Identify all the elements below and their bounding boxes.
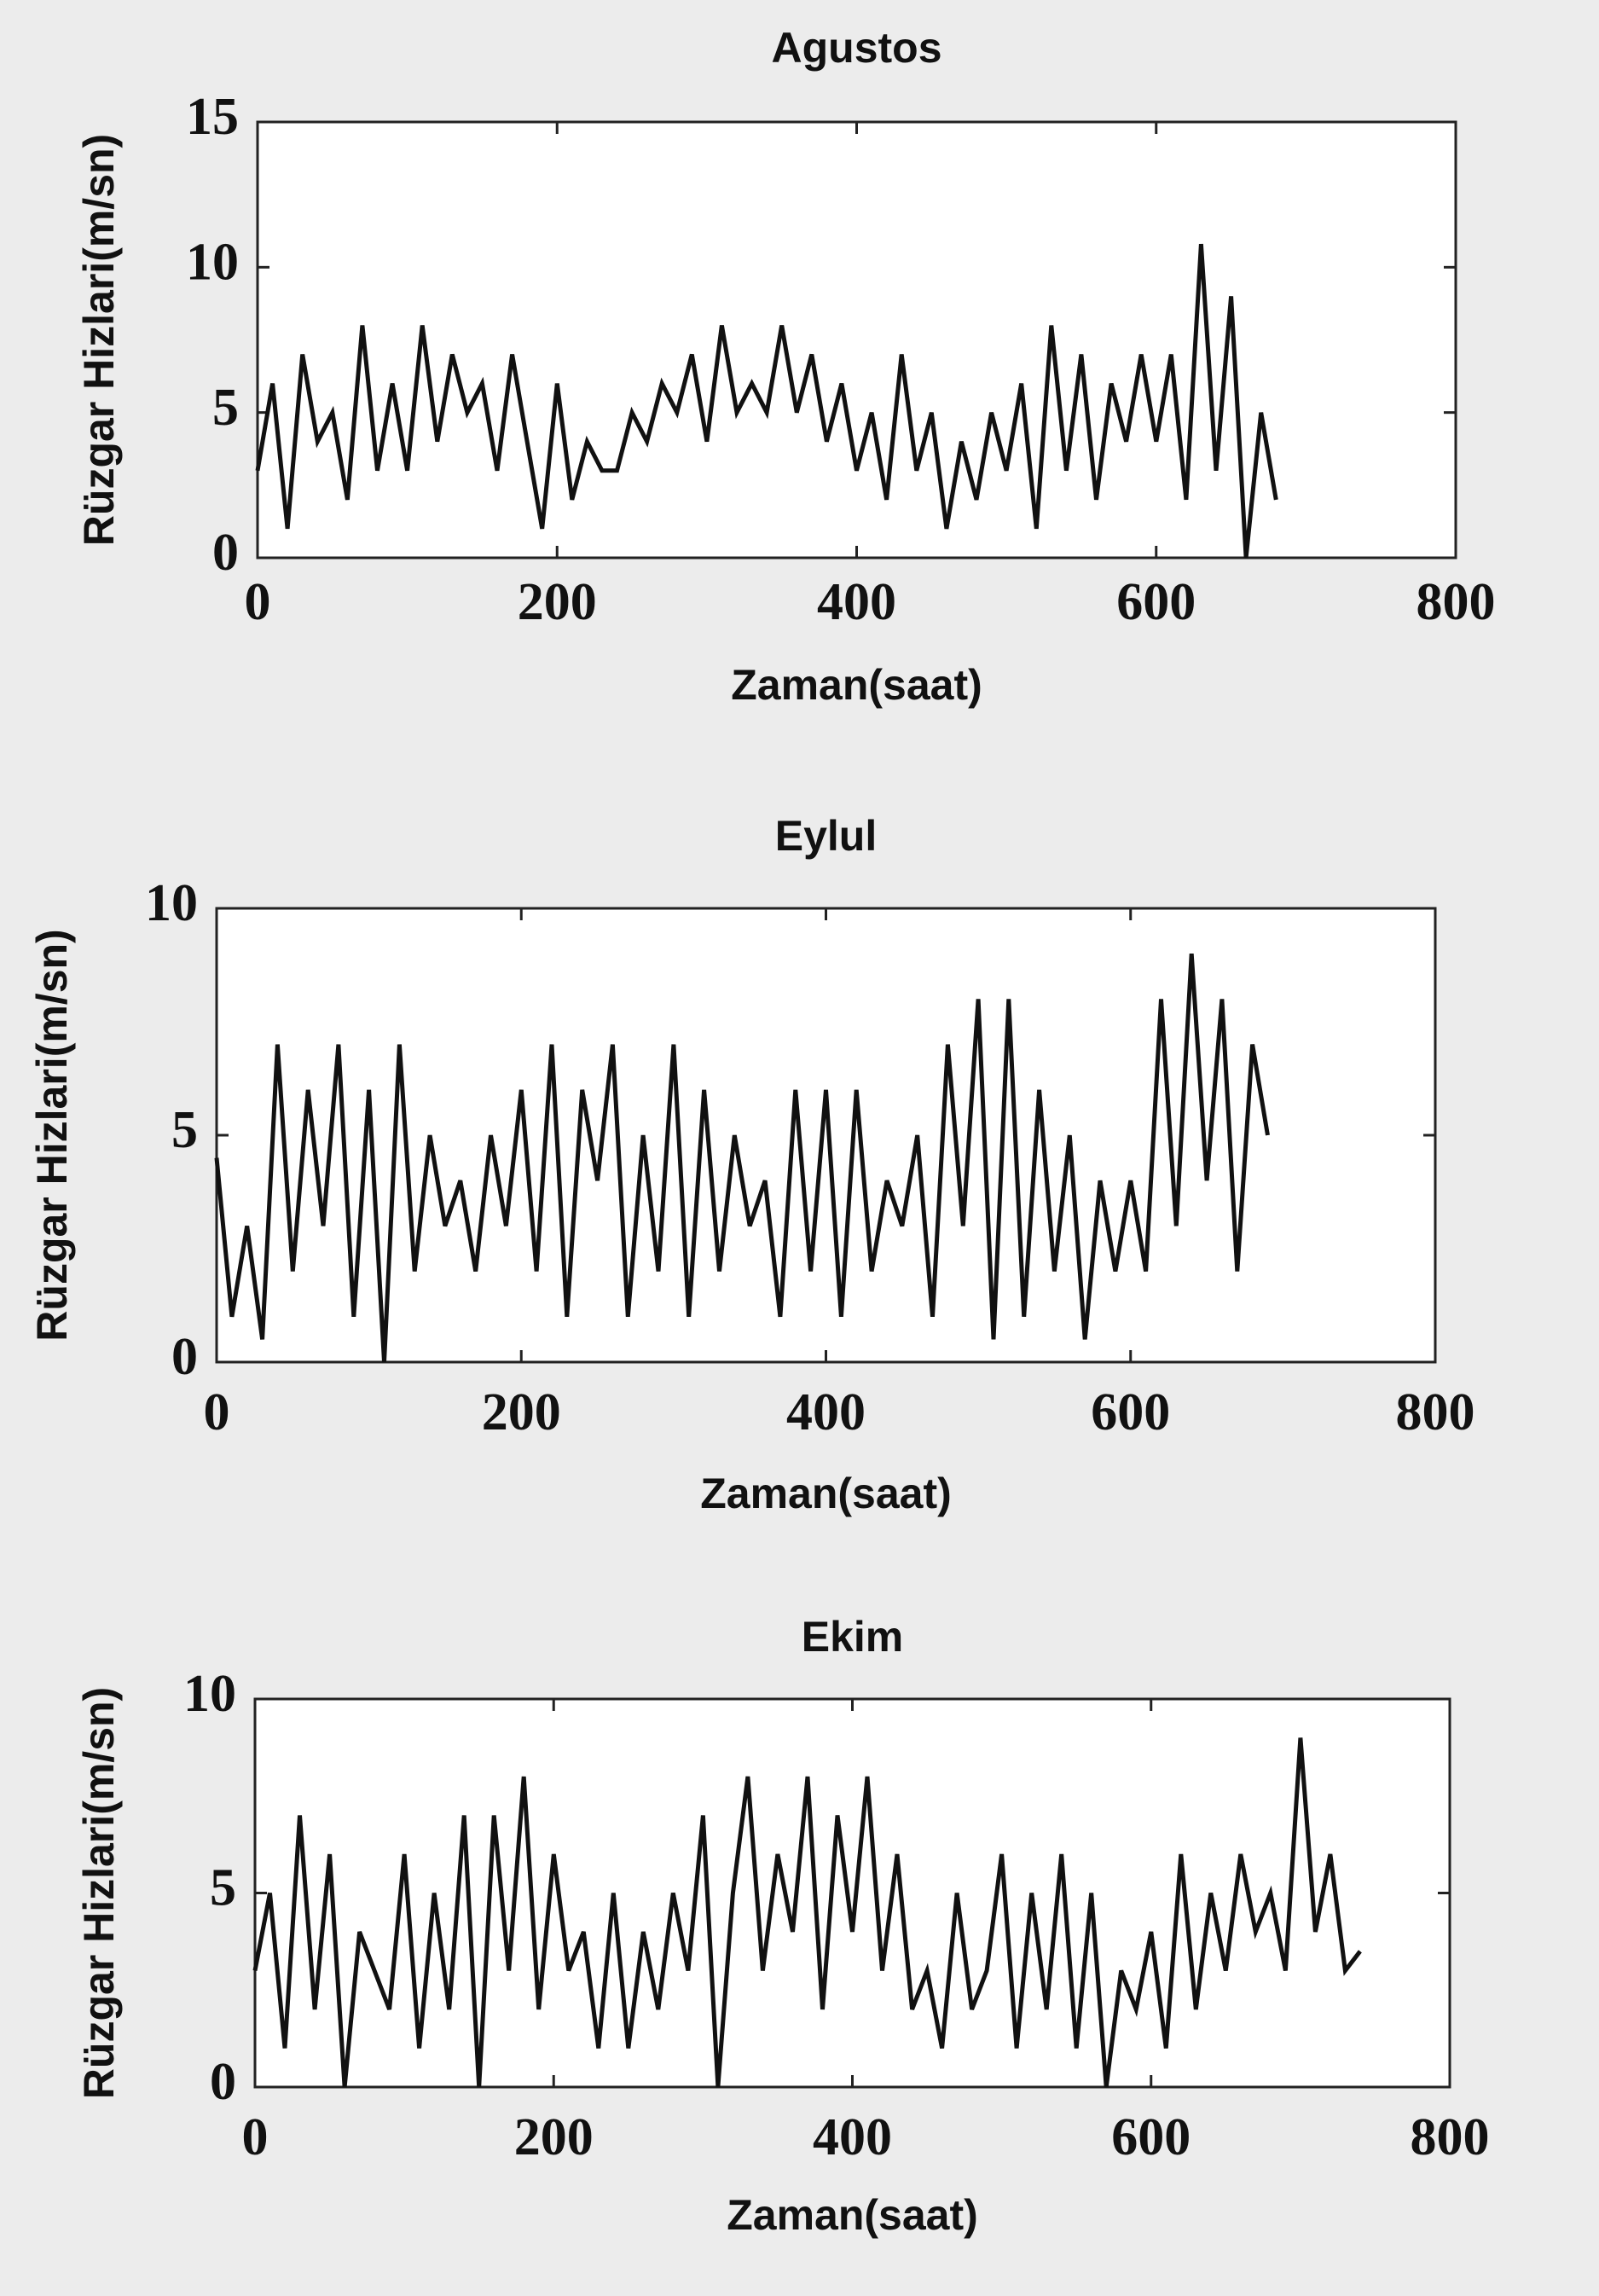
y-tick-label: 5 <box>171 1101 198 1159</box>
y-tick-label: 0 <box>212 524 239 582</box>
x-tick-label: 400 <box>786 1383 866 1441</box>
x-tick-label: 800 <box>1411 2108 1490 2166</box>
x-tick-label: 0 <box>204 1383 230 1441</box>
x-tick-label: 600 <box>1091 1383 1170 1441</box>
x-tick-label: 800 <box>1396 1383 1475 1441</box>
x-axis-label: Zaman(saat) <box>700 1470 952 1517</box>
chart-title: Agustos <box>772 24 942 72</box>
chart-title: Ekim <box>802 1613 904 1661</box>
y-tick-label: 10 <box>183 1665 236 1723</box>
y-tick-label: 5 <box>210 1859 236 1917</box>
x-axis-label: Zaman(saat) <box>727 2191 978 2239</box>
y-axis-label: Rüzgar Hizlari(m/sn) <box>75 134 123 546</box>
x-tick-label: 600 <box>1116 573 1196 631</box>
y-tick-label: 0 <box>171 1328 198 1386</box>
x-tick-label: 200 <box>482 1383 561 1441</box>
x-tick-label: 400 <box>813 2108 892 2166</box>
wind-line <box>255 243 1278 559</box>
plot-area <box>215 907 1437 1364</box>
x-tick-label: 0 <box>245 573 271 631</box>
y-tick-label: 15 <box>186 88 239 146</box>
x-tick-label: 400 <box>817 573 896 631</box>
x-tick-label: 600 <box>1111 2108 1191 2166</box>
y-axis-label: Rüzgar Hizlari(m/sn) <box>28 929 76 1341</box>
plot-area <box>256 120 1457 560</box>
x-tick-label: 0 <box>242 2108 269 2166</box>
x-tick-label: 800 <box>1417 573 1496 631</box>
wind-line <box>252 1737 1362 2088</box>
x-tick-label: 200 <box>518 573 597 631</box>
y-tick-label: 10 <box>145 874 198 932</box>
y-tick-label: 0 <box>210 2053 236 2111</box>
y-tick-label: 5 <box>212 379 239 437</box>
wind-line <box>214 954 1270 1363</box>
y-axis-label: Rüzgar Hizlari(m/sn) <box>75 1687 123 2099</box>
y-tick-label: 10 <box>186 234 239 292</box>
chart-title: Eylul <box>775 812 877 860</box>
x-axis-label: Zaman(saat) <box>731 661 982 709</box>
x-tick-label: 200 <box>514 2108 594 2166</box>
